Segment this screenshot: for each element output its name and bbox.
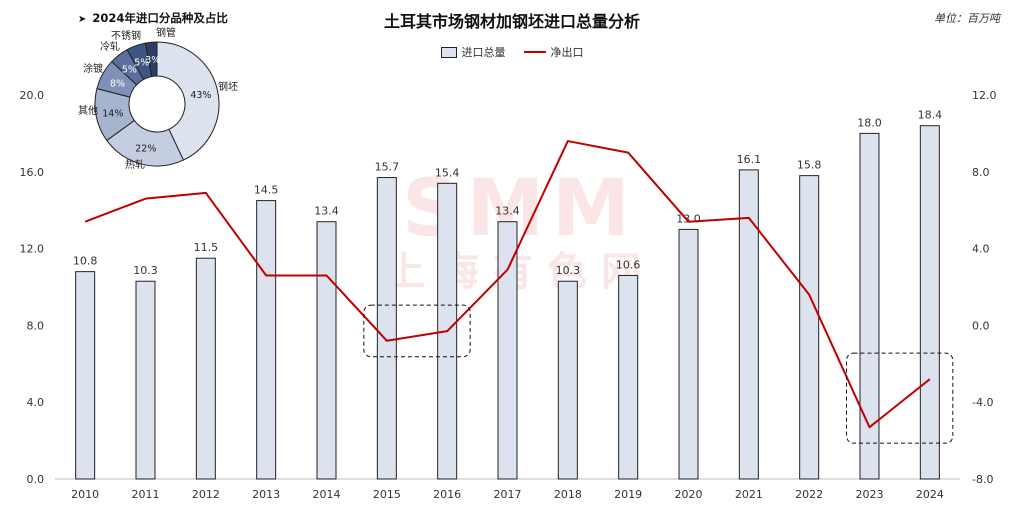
bar-data-label: 13.4 — [495, 205, 520, 218]
x-tick-label: 2014 — [313, 488, 341, 501]
bar — [376, 177, 397, 480]
x-tick-label: 2018 — [554, 488, 582, 501]
y-tick-left: 4.0 — [27, 396, 45, 409]
bar-data-label: 10.6 — [616, 258, 641, 271]
bar-data-label: 13.4 — [314, 205, 339, 218]
y-tick-right: 12.0 — [972, 89, 997, 102]
donut-slice-value: 8% — [110, 78, 125, 89]
bar — [497, 221, 518, 480]
bar — [678, 228, 699, 480]
x-tick-label: 2017 — [494, 488, 522, 501]
x-tick-label: 2020 — [675, 488, 703, 501]
bar-data-label: 10.3 — [133, 264, 158, 277]
donut-slice — [156, 41, 220, 161]
highlight-box — [846, 352, 954, 444]
bar-data-label: 14.5 — [254, 184, 279, 197]
bar — [799, 175, 820, 480]
x-tick-label: 2019 — [614, 488, 642, 501]
y-tick-left: 16.0 — [20, 166, 45, 179]
y-tick-right: -4.0 — [972, 396, 993, 409]
x-tick-label: 2016 — [433, 488, 461, 501]
donut-slice-value: 22% — [135, 144, 156, 155]
bar — [75, 271, 96, 480]
legend-label-import: 进口总量 — [461, 46, 506, 59]
donut-slice-label: 不锈钢 — [111, 29, 141, 42]
donut-slice-label: 钢管 — [156, 26, 176, 39]
x-tick-label: 2010 — [71, 488, 99, 501]
legend-bar-swatch — [440, 46, 457, 58]
y-tick-right: 4.0 — [972, 243, 990, 256]
y-tick-left: 8.0 — [27, 319, 45, 332]
donut-slice-value: 3% — [145, 55, 160, 66]
legend: 进口总量 净出口 — [0, 44, 1024, 60]
bar-data-label: 15.8 — [797, 159, 822, 172]
donut-slice-label: 钢坯 — [218, 80, 238, 93]
donut-title: ➤ 2024年进口分品种及占比 — [78, 10, 228, 26]
bar-data-label: 10.8 — [73, 255, 98, 268]
donut-slice-label: 冷轧 — [100, 40, 120, 53]
donut-slice-value: 43% — [190, 90, 211, 101]
bar-data-label: 13.0 — [676, 212, 701, 225]
arrow-icon: ➤ — [78, 14, 87, 25]
x-tick-label: 2013 — [252, 488, 280, 501]
y-tick-right: -8.0 — [972, 473, 993, 486]
bar — [256, 200, 277, 480]
donut-slice-label: 其他 — [78, 104, 98, 117]
x-tick-label: 2012 — [192, 488, 220, 501]
donut-slice — [144, 41, 158, 78]
highlight-box — [363, 304, 471, 358]
bar — [135, 280, 156, 480]
legend-item-import: 进口总量 — [440, 44, 506, 60]
x-tick-label: 2022 — [795, 488, 823, 501]
donut-slice-value: 5% — [134, 58, 149, 69]
donut-slice-value: 5% — [122, 64, 137, 75]
x-tick-label: 2015 — [373, 488, 401, 501]
y-tick-right: 8.0 — [972, 166, 990, 179]
bar — [195, 257, 216, 480]
bar-data-label: 16.1 — [737, 153, 762, 166]
x-tick-label: 2011 — [132, 488, 160, 501]
donut-title-text: 2024年进口分品种及占比 — [92, 11, 228, 25]
bar-data-label: 11.5 — [194, 241, 219, 254]
bar — [738, 169, 759, 480]
bar — [859, 132, 880, 480]
bar — [557, 280, 578, 480]
x-tick-label: 2021 — [735, 488, 763, 501]
bar-data-label: 18.0 — [857, 116, 882, 129]
bar — [316, 221, 337, 480]
y-tick-left: 12.0 — [20, 243, 45, 256]
bar — [618, 274, 639, 480]
donut-slice-label: 涂镀 — [83, 62, 103, 75]
bar-data-label: 15.7 — [375, 161, 400, 174]
y-tick-left: 20.0 — [20, 89, 45, 102]
y-tick-right: 0.0 — [972, 319, 990, 332]
legend-item-net-export: 净出口 — [523, 44, 584, 60]
bar-data-label: 18.4 — [918, 109, 943, 122]
y-tick-left: 0.0 — [27, 473, 45, 486]
donut-slice-label: 热轧 — [125, 158, 145, 171]
bar-data-label: 10.3 — [556, 264, 581, 277]
legend-line-swatch — [523, 51, 546, 53]
chart-title: 土耳其市场钢材加钢坯进口总量分析 — [383, 12, 640, 31]
donut-slice — [106, 119, 185, 167]
bar-data-label: 15.4 — [435, 166, 460, 179]
unit-label: 单位：百万吨 — [934, 12, 1000, 25]
x-tick-label: 2024 — [916, 488, 944, 501]
legend-label-net-export: 净出口 — [550, 46, 584, 59]
donut-slice-value: 14% — [102, 108, 123, 119]
x-tick-label: 2023 — [856, 488, 884, 501]
bar — [919, 125, 940, 480]
